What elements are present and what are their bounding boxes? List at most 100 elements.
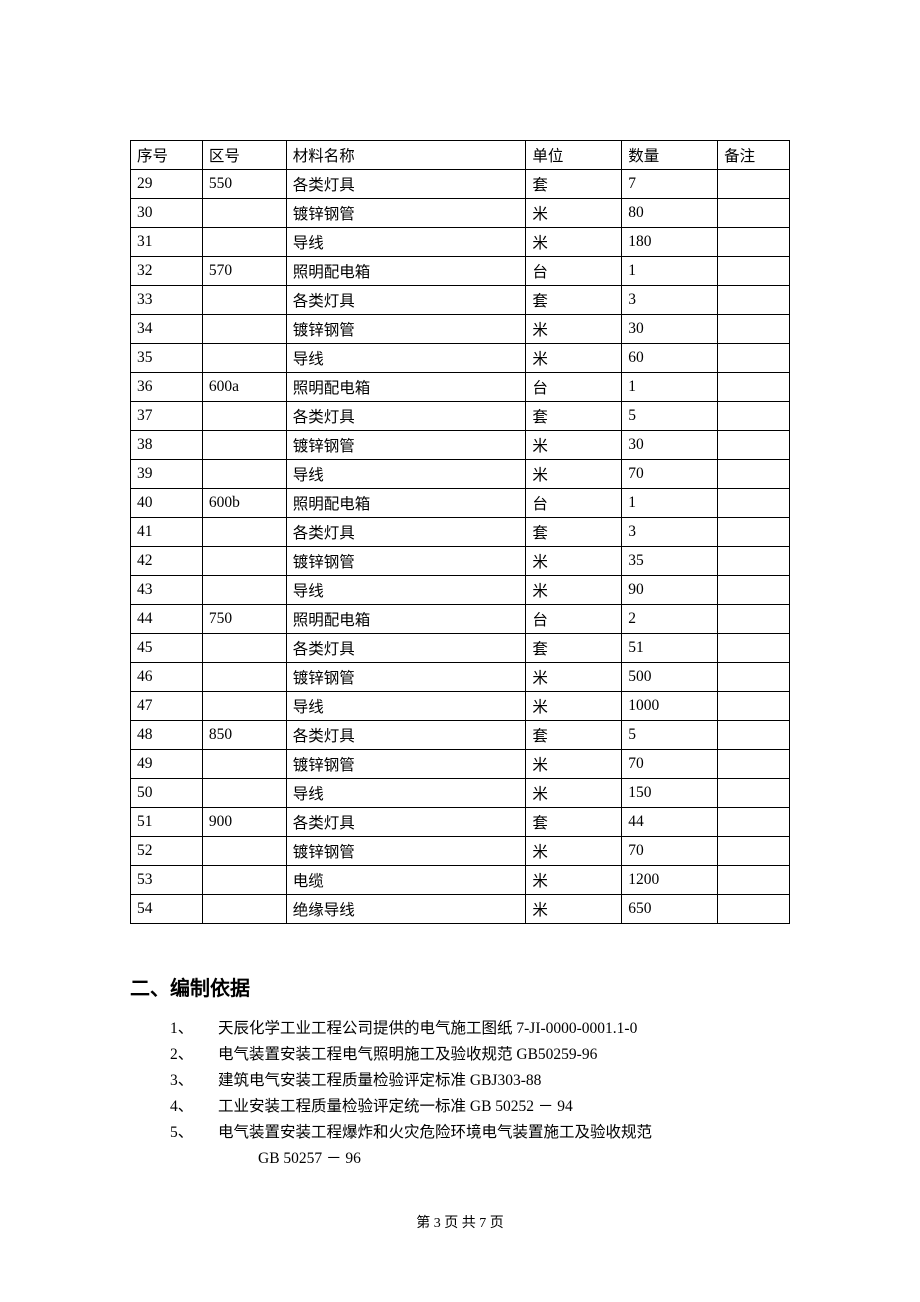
table-cell <box>202 779 286 808</box>
table-cell: 各类灯具 <box>286 634 526 663</box>
table-cell: 1 <box>622 373 718 402</box>
reference-item: 2、电气装置安装工程电气照明施工及验收规范 GB50259-96 <box>170 1043 790 1067</box>
table-cell: 1200 <box>622 866 718 895</box>
table-cell: 导线 <box>286 344 526 373</box>
reference-number: 2、 <box>170 1043 218 1067</box>
table-cell: 32 <box>131 257 203 286</box>
table-cell: 38 <box>131 431 203 460</box>
table-cell: 5 <box>622 402 718 431</box>
table-cell <box>718 460 790 489</box>
table-cell: 39 <box>131 460 203 489</box>
table-cell: 镀锌钢管 <box>286 837 526 866</box>
col-header-zone: 区号 <box>202 141 286 170</box>
table-cell: 43 <box>131 576 203 605</box>
table-cell: 40 <box>131 489 203 518</box>
table-row: 45各类灯具套51 <box>131 634 790 663</box>
table-cell: 照明配电箱 <box>286 605 526 634</box>
table-cell <box>718 576 790 605</box>
table-cell: 54 <box>131 895 203 924</box>
section-heading: 二、编制依据 <box>130 972 790 1001</box>
table-cell: 米 <box>526 315 622 344</box>
table-cell <box>718 808 790 837</box>
table-cell <box>202 431 286 460</box>
table-cell: 31 <box>131 228 203 257</box>
reference-text: 天辰化学工业工程公司提供的电气施工图纸 7-JI-0000-0001.1-0 <box>218 1017 790 1041</box>
table-cell <box>202 286 286 315</box>
table-cell: 镀锌钢管 <box>286 663 526 692</box>
reference-number: 1、 <box>170 1017 218 1041</box>
table-cell: 米 <box>526 576 622 605</box>
reference-number: 5、 <box>170 1121 218 1145</box>
table-cell: 29 <box>131 170 203 199</box>
table-cell <box>718 228 790 257</box>
table-cell: 5 <box>622 721 718 750</box>
table-cell <box>718 605 790 634</box>
table-cell <box>718 547 790 576</box>
table-cell: 44 <box>131 605 203 634</box>
table-cell <box>202 315 286 344</box>
table-cell: 3 <box>622 518 718 547</box>
table-row: 29550各类灯具套7 <box>131 170 790 199</box>
table-cell: 550 <box>202 170 286 199</box>
table-body: 29550各类灯具套730镀锌钢管米8031导线米18032570照明配电箱台1… <box>131 170 790 924</box>
table-cell: 2 <box>622 605 718 634</box>
table-cell: 套 <box>526 721 622 750</box>
reference-item: 1、天辰化学工业工程公司提供的电气施工图纸 7-JI-0000-0001.1-0 <box>170 1017 790 1041</box>
reference-text: 电气装置安装工程爆炸和火灾危险环境电气装置施工及验收规范 <box>218 1121 790 1145</box>
table-cell: 套 <box>526 634 622 663</box>
reference-text: 电气装置安装工程电气照明施工及验收规范 GB50259-96 <box>218 1043 790 1067</box>
table-cell: 镀锌钢管 <box>286 199 526 228</box>
table-cell: 900 <box>202 808 286 837</box>
table-cell <box>718 373 790 402</box>
table-row: 54绝缘导线米650 <box>131 895 790 924</box>
table-row: 47导线米1000 <box>131 692 790 721</box>
table-cell: 51 <box>622 634 718 663</box>
table-cell: 35 <box>131 344 203 373</box>
table-cell: 36 <box>131 373 203 402</box>
table-row: 32570照明配电箱台1 <box>131 257 790 286</box>
table-row: 44750照明配电箱台2 <box>131 605 790 634</box>
table-cell <box>718 170 790 199</box>
table-cell: 30 <box>622 431 718 460</box>
table-cell: 导线 <box>286 576 526 605</box>
table-cell: 台 <box>526 373 622 402</box>
col-header-qty: 数量 <box>622 141 718 170</box>
table-cell <box>718 866 790 895</box>
table-cell: 套 <box>526 402 622 431</box>
table-cell: 各类灯具 <box>286 518 526 547</box>
col-header-unit: 单位 <box>526 141 622 170</box>
materials-table: 序号 区号 材料名称 单位 数量 备注 29550各类灯具套730镀锌钢管米80… <box>130 140 790 924</box>
table-cell <box>718 895 790 924</box>
table-cell <box>202 576 286 605</box>
table-cell: 镀锌钢管 <box>286 750 526 779</box>
table-cell <box>202 518 286 547</box>
table-cell: 500 <box>622 663 718 692</box>
table-cell: 米 <box>526 750 622 779</box>
table-cell: 750 <box>202 605 286 634</box>
table-cell: 70 <box>622 460 718 489</box>
table-cell: 70 <box>622 837 718 866</box>
table-cell: 照明配电箱 <box>286 257 526 286</box>
table-cell: 1 <box>622 257 718 286</box>
table-cell <box>718 286 790 315</box>
table-row: 37各类灯具套5 <box>131 402 790 431</box>
table-cell <box>202 199 286 228</box>
page-footer: 第 3 页 共 7 页 <box>0 1212 920 1232</box>
table-row: 46镀锌钢管米500 <box>131 663 790 692</box>
table-cell: 53 <box>131 866 203 895</box>
table-cell: 41 <box>131 518 203 547</box>
table-cell: 34 <box>131 315 203 344</box>
table-cell <box>718 315 790 344</box>
table-row: 51900各类灯具套44 <box>131 808 790 837</box>
col-header-seq: 序号 <box>131 141 203 170</box>
table-cell <box>718 257 790 286</box>
table-row: 36600a照明配电箱台1 <box>131 373 790 402</box>
table-cell <box>202 228 286 257</box>
table-cell: 镀锌钢管 <box>286 431 526 460</box>
table-cell: 42 <box>131 547 203 576</box>
table-cell: 各类灯具 <box>286 808 526 837</box>
table-row: 48850各类灯具套5 <box>131 721 790 750</box>
table-cell: 600b <box>202 489 286 518</box>
table-cell: 60 <box>622 344 718 373</box>
table-cell: 30 <box>622 315 718 344</box>
